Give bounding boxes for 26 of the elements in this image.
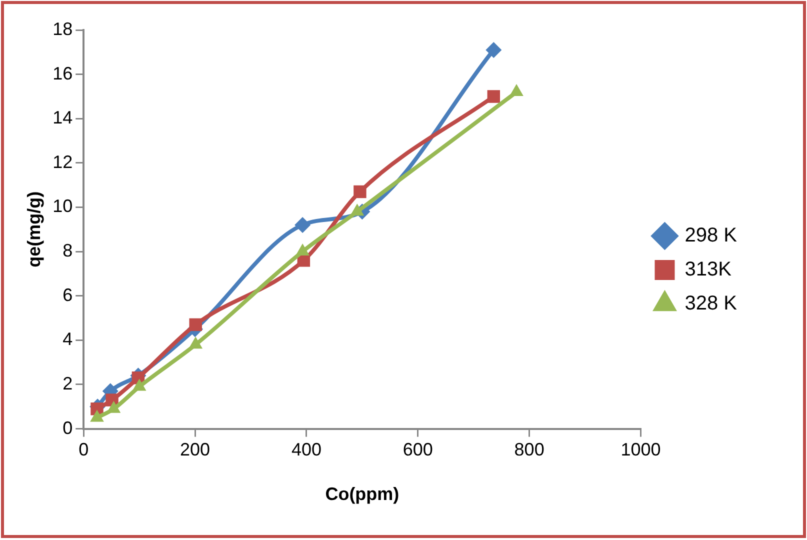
y-tick-label: 6	[62, 284, 73, 305]
y-tick-label: 18	[52, 18, 73, 39]
y-tick-label: 0	[62, 418, 73, 438]
legend-label: 328 K	[684, 292, 738, 315]
legend-label: 313K	[684, 258, 732, 281]
y-tick-label: 10	[52, 196, 73, 216]
x-tick-label: 800	[514, 440, 544, 460]
y-tick-label: 8	[62, 240, 73, 261]
y-tick-label: 4	[62, 329, 73, 350]
point	[294, 216, 311, 233]
x-tick-label: 400	[291, 440, 322, 460]
y-axis-title: qe(mg/g)	[24, 191, 44, 268]
point	[354, 185, 366, 198]
legend-label: 298 K	[684, 224, 738, 247]
point	[486, 42, 502, 58]
x-tick-label: 1000	[620, 440, 661, 460]
y-tick-label: 2	[62, 373, 73, 394]
y-tick-label: 14	[52, 108, 73, 128]
y-tick-label: 12	[52, 152, 73, 172]
x-tick-label: 200	[180, 440, 210, 460]
x-tick-label: 0	[78, 440, 89, 460]
point	[189, 318, 202, 332]
x-axis-title: Co(ppm)	[325, 484, 400, 504]
x-tick-label: 600	[402, 440, 433, 460]
y-tick-label: 16	[52, 63, 73, 84]
point	[487, 90, 500, 103]
